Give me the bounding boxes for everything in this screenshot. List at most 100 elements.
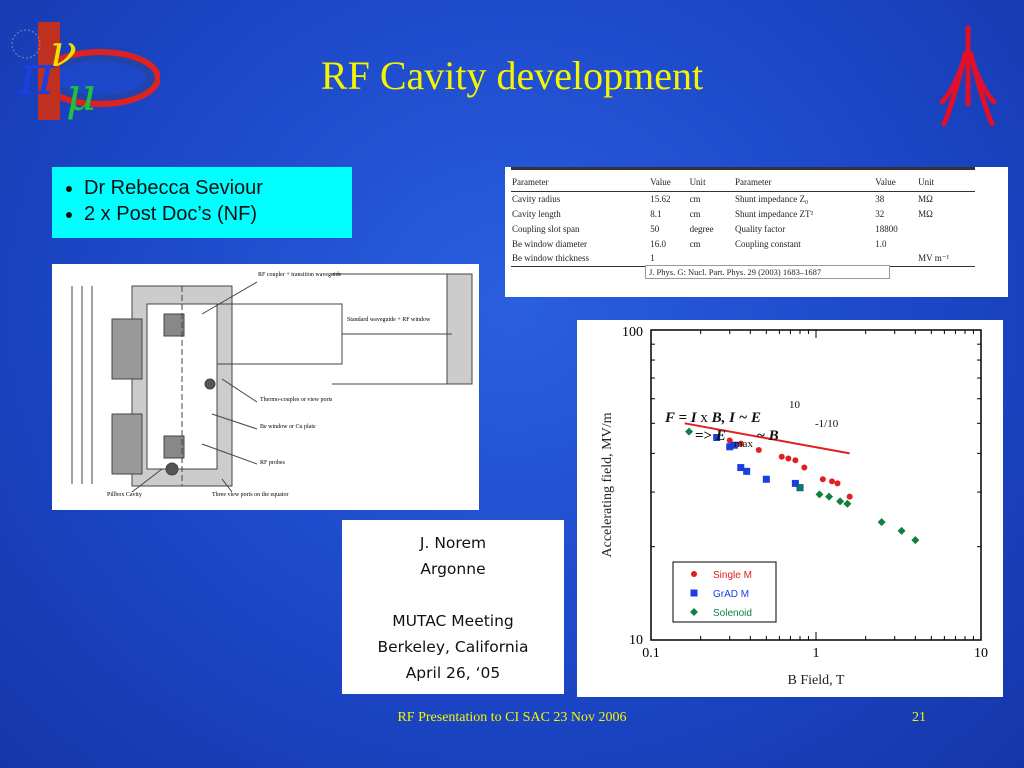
table-cell: Shunt impedance ZT² xyxy=(735,208,814,219)
parameter-table: Parameter Value Unit Parameter Value Uni… xyxy=(511,173,975,267)
x-tick-label: 10 xyxy=(974,646,988,661)
table-row: Be window thickness 1 MV m⁻¹ xyxy=(511,251,975,266)
x-tick-label: 1 xyxy=(813,646,820,661)
table-cell: 18800 xyxy=(875,223,898,234)
table-cell: Coupling constant xyxy=(735,238,801,249)
data-point xyxy=(792,457,799,464)
drawing-label: Standard waveguide + RF window xyxy=(347,317,431,323)
table-row: Cavity length 8.1 cm Shunt impedance ZT²… xyxy=(511,206,975,221)
legend-label: Single M xyxy=(713,570,752,581)
data-point xyxy=(825,492,834,501)
table-cell: Quality factor xyxy=(735,223,786,234)
svg-text:=> E: => E xyxy=(695,428,726,444)
slide-footer: RF Presentation to CI SAC 23 Nov 2006 xyxy=(397,710,627,725)
table-row: Cavity radius 15.62 cm Shunt impedance Z… xyxy=(511,191,975,206)
table-header: Parameter xyxy=(512,176,549,187)
drawing-label: Three view ports on the equator xyxy=(212,492,289,498)
data-point xyxy=(755,447,762,454)
table-cell: 15.62 xyxy=(650,193,671,204)
legend-marker xyxy=(690,589,698,597)
data-point xyxy=(834,480,841,487)
legend-marker xyxy=(690,608,698,616)
table-cell xyxy=(734,251,874,266)
bullet-box: Dr Rebecca Seviour 2 x Post Doc’s (NF) xyxy=(52,167,352,238)
table-cell: 8.1 xyxy=(650,208,662,219)
table-cell: MΩ xyxy=(918,193,933,204)
reference-line: J. Norem xyxy=(419,534,487,552)
table-header: Value xyxy=(875,176,896,187)
legend-label: GrAD M xyxy=(713,589,749,600)
data-point xyxy=(713,434,721,442)
table-cell: Cavity length xyxy=(512,208,561,219)
svg-text:max: max xyxy=(734,438,753,450)
table-cell: Shunt impedance Z₀ xyxy=(735,193,809,204)
legend-marker xyxy=(691,571,697,577)
data-point xyxy=(685,427,694,436)
data-point xyxy=(796,483,805,492)
reference-line: Argonne xyxy=(420,560,486,578)
data-point xyxy=(843,499,852,508)
drawing-label: Thermo-couples or view ports xyxy=(260,397,333,403)
data-point xyxy=(726,443,734,451)
data-point xyxy=(836,497,845,506)
table-cell: cm xyxy=(689,193,701,204)
reference-line: April 26, ‘05 xyxy=(405,664,501,682)
table-header: Value xyxy=(650,176,671,187)
data-point xyxy=(737,440,744,447)
table-cell: Be window thickness xyxy=(512,253,589,264)
data-point xyxy=(778,453,785,460)
drawing-label: RF probes xyxy=(260,460,285,466)
table-cell: 50 xyxy=(650,223,660,234)
reference-line: Berkeley, California xyxy=(377,638,529,656)
cavity-drawing: RF coupler + transition waveguide Standa… xyxy=(52,264,479,510)
drawing-label: Be window or Cu plate xyxy=(260,424,316,430)
fit-line xyxy=(684,422,850,455)
legend xyxy=(672,561,777,623)
table-cell: 32 xyxy=(875,208,885,219)
data-point xyxy=(762,475,770,483)
table-cell: MΩ xyxy=(918,208,933,219)
data-point xyxy=(911,536,920,545)
svg-text:π: π xyxy=(17,43,56,108)
data-point xyxy=(815,490,824,499)
drawing-label: Pillbox Cavity xyxy=(107,492,142,498)
svg-text:10: 10 xyxy=(789,399,801,411)
data-point xyxy=(846,493,853,500)
table-cell xyxy=(689,251,734,266)
table-cell: 16.0 xyxy=(650,238,666,249)
reference-line xyxy=(342,582,564,608)
table-row: Be window diameter 16.0 cm Coupling cons… xyxy=(511,236,975,251)
slide-title: RF Cavity development xyxy=(320,53,704,98)
bullet-item: Dr Rebecca Seviour xyxy=(84,175,342,201)
mice-logo: π ν μ xyxy=(8,14,161,124)
table-row: Coupling slot span 50 degree Quality fac… xyxy=(511,221,975,236)
table-cell: MV m⁻¹ xyxy=(918,252,950,263)
table-citation: J. Phys. G: Nucl. Part. Phys. 29 (2003) … xyxy=(645,265,890,279)
data-point xyxy=(791,479,799,487)
table-cell: 38 xyxy=(875,193,885,204)
page-number: 21 xyxy=(912,710,926,725)
table-cell: Be window diameter xyxy=(512,238,587,249)
table-cell: cm xyxy=(689,208,701,219)
legend-label: Solenoid xyxy=(713,608,752,619)
table-cell: cm xyxy=(689,238,701,249)
table-header: Unit xyxy=(689,176,706,187)
data-point xyxy=(743,467,751,475)
data-point xyxy=(828,478,835,485)
table-cell xyxy=(917,221,975,236)
svg-text:μ: μ xyxy=(66,67,96,121)
y-tick-label: 10 xyxy=(629,633,643,648)
x-tick-label: 0.1 xyxy=(642,646,660,661)
table-cell xyxy=(917,236,975,251)
ral-logo xyxy=(938,24,998,136)
table-cell xyxy=(874,251,917,266)
data-point xyxy=(730,441,738,449)
table-cell: 1.0 xyxy=(875,238,887,249)
table-cell: Cavity radius xyxy=(512,193,561,204)
scaling-annotation: F = I x B, I ~ E 10 => E max ~ B -1/10 xyxy=(664,399,839,450)
svg-text:~ B: ~ B xyxy=(757,428,779,444)
reference-line: MUTAC Meeting xyxy=(392,612,514,630)
svg-text:F = I x B, I ~ E: F = I x B, I ~ E xyxy=(664,410,761,426)
data-point xyxy=(801,464,808,471)
data-point xyxy=(897,526,906,535)
